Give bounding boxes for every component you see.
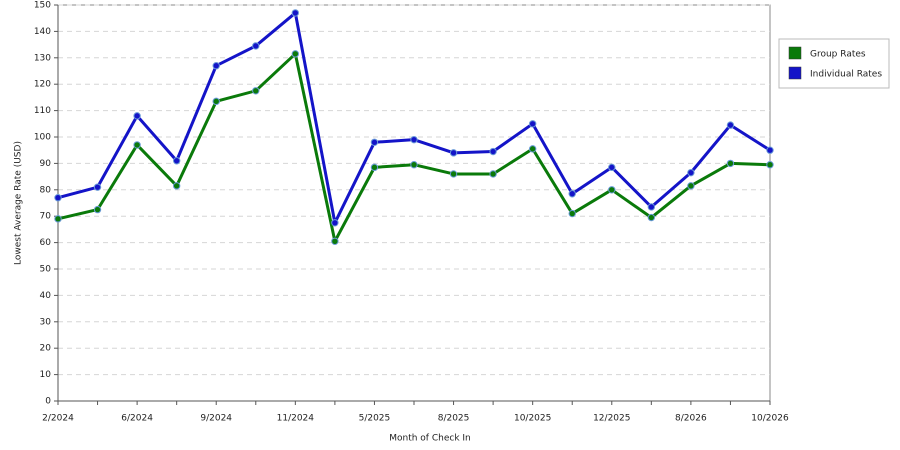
y-tick-label: 20 bbox=[40, 344, 52, 354]
y-tick-label: 90 bbox=[40, 159, 52, 169]
legend-label: Individual Rates bbox=[810, 70, 882, 80]
x-tick-label: 11/2024 bbox=[277, 414, 315, 424]
legend-label: Group Rates bbox=[810, 50, 866, 60]
y-tick-label: 40 bbox=[40, 291, 52, 301]
y-tick-label: 70 bbox=[40, 212, 52, 222]
data-point bbox=[528, 145, 537, 153]
data-point bbox=[489, 170, 497, 178]
x-tick-label: 6/2024 bbox=[121, 414, 153, 424]
x-tick-label: 2/2024 bbox=[42, 414, 74, 424]
x-tick-label: 10/2026 bbox=[751, 414, 789, 424]
y-tick-label: 150 bbox=[34, 1, 51, 11]
data-point bbox=[766, 146, 774, 154]
y-tick-label: 60 bbox=[40, 238, 52, 248]
data-point bbox=[291, 50, 300, 58]
data-point bbox=[370, 138, 379, 146]
data-point bbox=[133, 112, 141, 120]
data-point bbox=[291, 9, 300, 17]
data-point bbox=[647, 203, 656, 211]
data-point bbox=[687, 182, 695, 190]
plot-area bbox=[57, 4, 771, 402]
y-tick-label: 120 bbox=[34, 80, 51, 90]
data-point bbox=[449, 170, 458, 178]
x-tick-label: 9/2024 bbox=[200, 414, 232, 424]
data-point bbox=[608, 186, 616, 194]
y-axis-label: Lowest Average Rate (USD) bbox=[14, 141, 24, 265]
data-point bbox=[54, 194, 62, 202]
y-tick-label: 140 bbox=[34, 27, 51, 37]
data-point bbox=[172, 157, 181, 165]
x-tick-label: 8/2025 bbox=[438, 414, 470, 424]
data-point bbox=[687, 168, 695, 177]
data-point bbox=[449, 149, 458, 157]
y-tick-label: 10 bbox=[40, 370, 52, 380]
data-point bbox=[410, 135, 418, 144]
legend-box bbox=[778, 38, 890, 89]
y-tick-label: 110 bbox=[34, 106, 51, 116]
x-tick-label: 8/2026 bbox=[675, 414, 707, 424]
y-tick-label: 0 bbox=[45, 397, 51, 407]
y-tick-label: 130 bbox=[34, 53, 51, 63]
data-point bbox=[766, 161, 774, 169]
data-point bbox=[528, 120, 537, 128]
data-point bbox=[252, 87, 260, 95]
y-tick-label: 100 bbox=[34, 133, 51, 143]
data-point bbox=[568, 190, 576, 198]
data-point bbox=[172, 182, 181, 190]
data-point bbox=[93, 183, 102, 191]
y-tick-label: 80 bbox=[40, 185, 52, 195]
data-point bbox=[410, 161, 418, 169]
data-point bbox=[489, 147, 497, 156]
data-point bbox=[568, 209, 576, 218]
x-tick-label: 12/2025 bbox=[593, 414, 630, 424]
y-tick-label: 30 bbox=[40, 317, 52, 327]
y-tick-label: 50 bbox=[40, 265, 52, 275]
x-tick-label: 10/2025 bbox=[514, 414, 551, 424]
data-point bbox=[647, 213, 656, 222]
data-point bbox=[331, 219, 339, 227]
data-point bbox=[93, 205, 102, 214]
data-point bbox=[370, 163, 379, 172]
x-tick-label: 5/2025 bbox=[359, 414, 391, 424]
data-point bbox=[608, 163, 616, 172]
data-point bbox=[252, 42, 260, 50]
data-point bbox=[212, 62, 220, 70]
legend-swatch bbox=[788, 46, 802, 60]
data-point bbox=[726, 121, 735, 129]
x-axis-label: Month of Check In bbox=[389, 434, 471, 444]
data-point bbox=[54, 215, 62, 223]
legend-swatch bbox=[788, 66, 802, 80]
data-point bbox=[212, 97, 220, 106]
data-point bbox=[726, 159, 735, 168]
data-point bbox=[331, 237, 339, 245]
data-point bbox=[133, 141, 141, 149]
